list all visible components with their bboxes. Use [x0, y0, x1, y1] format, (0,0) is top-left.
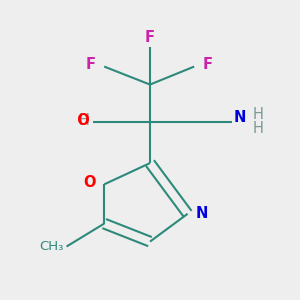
- Text: F: F: [86, 57, 96, 72]
- Text: F: F: [202, 57, 212, 72]
- Text: O: O: [83, 175, 96, 190]
- Text: F: F: [145, 30, 155, 45]
- Text: N: N: [196, 206, 208, 221]
- Text: H: H: [253, 106, 264, 122]
- Text: CH₃: CH₃: [39, 240, 63, 253]
- Text: H: H: [253, 121, 264, 136]
- Text: N: N: [233, 110, 246, 125]
- Text: H: H: [79, 113, 89, 128]
- Text: O: O: [67, 113, 89, 128]
